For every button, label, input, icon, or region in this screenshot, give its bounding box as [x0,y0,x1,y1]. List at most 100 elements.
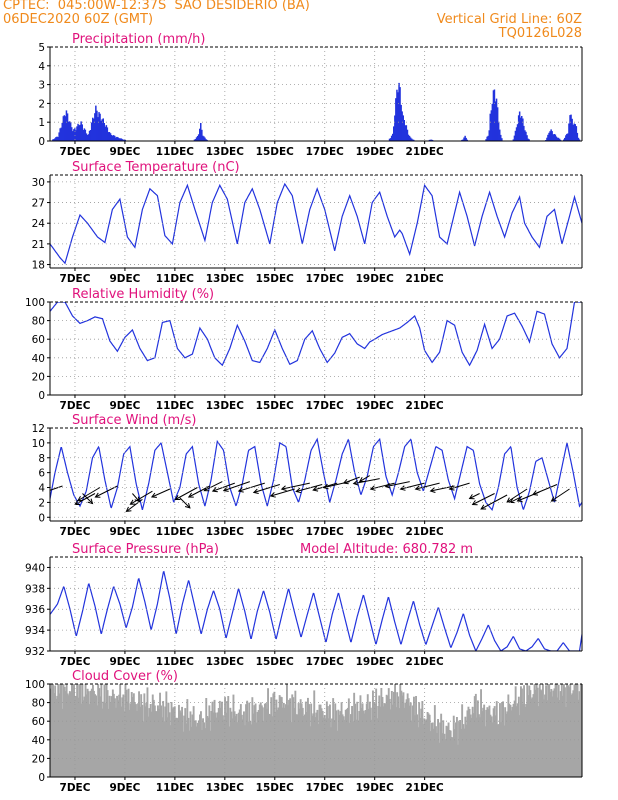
data-bar [98,688,101,777]
data-bar [576,684,579,777]
data-bar [244,725,246,777]
data-bar [516,124,519,141]
data-bar [185,723,188,777]
data-bar [411,139,414,141]
data-bar [84,129,87,141]
y-tick-label: 27 [32,198,45,210]
data-bar [417,727,420,777]
x-tick-label: 9DEC [109,656,140,668]
wind-vector [532,484,558,495]
data-bar [330,727,332,777]
wind-vector-head [322,483,329,490]
data-bar [215,717,218,777]
data-bar [196,722,199,777]
data-bar [413,696,415,777]
y-tick-label: 4 [38,61,45,73]
data-bar [557,684,560,777]
data-bar [438,742,440,777]
y-tick-label: 60 [32,716,45,728]
data-bar [136,710,138,777]
data-bar [476,700,479,777]
data-bar [90,688,93,777]
data-bar [128,709,131,777]
data-bar [315,712,318,777]
data-bar [58,132,60,141]
data-bar [451,737,454,777]
wind-vector-head [174,495,181,500]
data-bar [194,139,197,141]
data-bar [456,717,458,777]
data-bar [88,704,91,777]
data-bar [106,690,109,777]
data-bar [102,118,104,141]
data-bar [289,698,292,777]
data-bar [154,711,157,777]
wind-vector [175,487,198,500]
data-bar [312,713,315,777]
data-bar [234,716,237,777]
data-bar [385,694,388,777]
data-bar [492,708,495,777]
data-bar [190,726,193,777]
wind-vector-head [184,502,191,509]
data-bar [399,87,401,141]
data-bar [71,684,73,777]
data-bar [197,720,200,777]
data-bar [293,707,296,777]
data-bar [287,705,289,777]
data-bar [564,687,566,777]
data-bar [529,690,532,777]
data-bar [394,115,396,141]
data-bar [193,721,196,777]
data-bar [555,684,558,777]
data-bar [542,684,544,777]
data-bar [516,703,519,777]
data-bar [507,694,510,777]
y-tick-label: 30 [32,177,45,189]
data-bar [399,684,402,777]
x-tick-label: 13DEC [206,273,245,285]
data-bar [372,690,374,777]
data-bar [228,726,231,777]
data-bar [183,715,186,777]
data-bar [324,718,327,777]
data-bar [566,133,568,141]
wind-vector [238,482,265,492]
data-bar [390,135,393,141]
data-bar [496,724,499,777]
data-bar [165,691,168,777]
data-bar [97,117,99,141]
y-tick-label: 2 [38,497,45,509]
data-bar [74,128,76,141]
data-bar [567,133,569,141]
data-bar [367,708,370,777]
data-bar [544,694,546,777]
data-bar [144,706,147,777]
y-tick-label: 80 [32,698,45,710]
data-bar [311,715,314,777]
data-bar [97,684,100,777]
data-bar [54,685,57,777]
plot-area [50,302,582,367]
data-bar [214,712,217,777]
data-bar [424,720,427,777]
data-bar [135,704,137,777]
data-bar [122,139,124,141]
wind-vector-head [94,492,101,498]
data-bar [357,720,360,777]
data-bar [387,688,390,777]
data-bar [322,717,325,777]
data-bar [565,707,567,777]
data-bar [525,131,527,141]
data-bar [411,705,414,777]
wind-vector-head [369,485,376,491]
y-tick-label: 10 [32,438,45,450]
data-bar [569,684,572,777]
panel-3: Surface Wind (m/s) 0 2 4 6 8 10 12 7DEC 9DEC 11DEC… [32,413,583,538]
data-bar [193,139,196,141]
data-bar [359,695,362,777]
y-tick-label: 1 [38,117,45,129]
wind-vector [130,490,153,505]
data-bar [140,694,143,777]
